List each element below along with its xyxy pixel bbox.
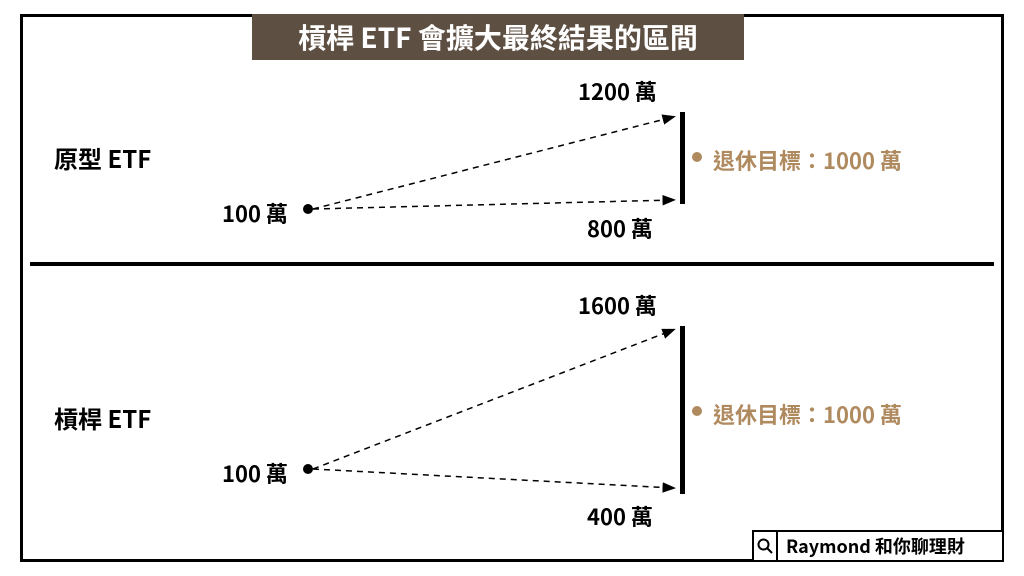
title-text: 槓桿 ETF 會擴大最終結果的區間 <box>298 17 698 57</box>
bottom-goal-label: 退休目標：1000 萬 <box>713 398 902 430</box>
diagram-frame <box>20 14 1004 562</box>
panel-divider <box>30 262 994 266</box>
top-start-label: 100 萬 <box>222 197 288 229</box>
bottom-type-label: 槓桿 ETF <box>54 400 151 435</box>
top-start-dot <box>303 204 313 214</box>
search-icon <box>754 532 778 560</box>
bottom-range-bar <box>680 326 685 494</box>
bottom-goal-dot <box>692 406 702 416</box>
top-lower-label: 800 萬 <box>587 212 653 244</box>
top-goal-label: 退休目標：1000 萬 <box>713 144 902 176</box>
top-upper-label: 1200 萬 <box>578 75 657 107</box>
bottom-upper-label: 1600 萬 <box>578 289 657 321</box>
top-range-bar <box>680 112 685 204</box>
bottom-lower-label: 400 萬 <box>587 500 653 532</box>
bottom-start-dot <box>303 464 313 474</box>
credit-text: Raymond 和你聊理財 <box>778 533 973 559</box>
bottom-start-label: 100 萬 <box>222 457 288 489</box>
top-type-label: 原型 ETF <box>54 140 151 175</box>
credit-box: Raymond 和你聊理財 <box>752 530 1004 562</box>
top-goal-dot <box>692 152 702 162</box>
title-bar: 槓桿 ETF 會擴大最終結果的區間 <box>252 14 744 60</box>
